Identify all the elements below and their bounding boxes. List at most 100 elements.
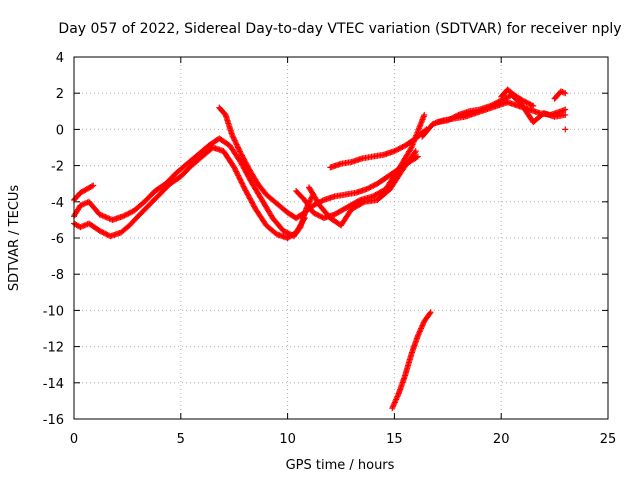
data-point <box>124 211 131 218</box>
data-point <box>562 90 569 97</box>
data-point <box>235 145 242 152</box>
data-point <box>530 102 537 109</box>
data-point <box>523 99 530 106</box>
series-track-b <box>71 144 308 241</box>
y-tick-label: -10 <box>43 304 64 319</box>
y-tick-label: -14 <box>43 377 64 392</box>
x-axis-label: GPS time / hours <box>286 458 395 473</box>
data-point <box>399 144 406 151</box>
data-point <box>280 227 287 234</box>
data-point <box>300 216 307 223</box>
data-point <box>282 229 289 236</box>
data-point <box>503 94 510 101</box>
data-point <box>318 213 325 220</box>
data-point <box>391 148 398 155</box>
data-point <box>451 113 458 120</box>
data-point <box>421 111 428 118</box>
data-point <box>231 164 238 171</box>
data-point <box>101 230 108 237</box>
data-point <box>240 183 247 190</box>
data-point <box>528 102 535 109</box>
data-point <box>494 99 501 106</box>
data-point <box>103 231 110 238</box>
data-point <box>495 98 502 105</box>
data-point <box>522 98 529 105</box>
data-point <box>527 101 534 108</box>
series-track-g <box>305 148 419 229</box>
data-point <box>448 115 455 122</box>
data-point <box>312 211 319 218</box>
data-point <box>97 228 104 235</box>
data-point <box>371 182 378 189</box>
data-point <box>315 212 322 219</box>
data-point <box>366 184 373 191</box>
chart-title: Day 057 of 2022, Sidereal Day-to-day VTE… <box>58 21 621 37</box>
data-point <box>363 186 370 193</box>
data-point <box>236 147 243 154</box>
x-tick-label: 25 <box>600 432 617 447</box>
x-tick-label: 0 <box>70 432 78 447</box>
data-point <box>491 100 498 107</box>
data-point <box>238 179 245 186</box>
data-point <box>231 137 238 144</box>
data-point <box>231 165 238 172</box>
y-axis-label: SDTVAR / TECUs <box>7 185 22 292</box>
data-point <box>395 146 402 153</box>
data-point <box>122 211 129 218</box>
data-point <box>301 215 308 222</box>
data-point <box>447 115 454 122</box>
data-point <box>310 202 317 209</box>
data-point <box>319 197 326 204</box>
y-tick-label: -12 <box>43 341 64 356</box>
data-point <box>233 168 240 175</box>
data-point <box>562 106 569 113</box>
data-point <box>367 184 374 191</box>
data-point <box>414 153 421 160</box>
x-tick-label: 10 <box>279 432 296 447</box>
data-point <box>281 228 288 235</box>
data-point <box>444 117 451 124</box>
data-point <box>232 167 239 174</box>
data-point <box>360 199 367 206</box>
y-tick-label: -6 <box>51 232 64 247</box>
data-point <box>407 145 414 152</box>
data-point <box>96 227 103 234</box>
data-point <box>236 148 243 155</box>
data-point <box>454 112 461 119</box>
data-point <box>314 211 321 218</box>
series-isolated-point <box>562 126 569 133</box>
data-point <box>237 177 244 184</box>
data-point <box>120 213 127 220</box>
series-track-a <box>71 135 317 240</box>
data-point <box>239 180 246 187</box>
data-point <box>452 113 459 120</box>
y-tick-label: -16 <box>43 413 64 428</box>
data-point <box>237 176 244 183</box>
series-track-k <box>551 88 569 102</box>
data-point <box>496 98 503 105</box>
data-point <box>121 212 128 219</box>
data-point <box>504 94 511 101</box>
data-point <box>427 309 434 316</box>
data-point <box>236 175 243 182</box>
series-track-l <box>389 309 434 412</box>
data-point <box>234 144 241 151</box>
data-point <box>99 229 106 236</box>
data-point <box>316 213 323 220</box>
tick-layer: 0 5 10 15 20 25 -16 -14 -12 -10 -8 -6 -4 -2 0 2 4 <box>43 51 617 447</box>
series-track-j <box>498 86 537 109</box>
data-point <box>100 229 107 236</box>
data-point <box>398 144 405 151</box>
data-point <box>125 210 132 217</box>
data-point <box>90 182 97 189</box>
data-layer <box>71 86 569 412</box>
data-point <box>88 183 95 190</box>
data-point <box>492 100 499 107</box>
data-point <box>235 172 242 179</box>
data-point <box>450 114 457 121</box>
data-point <box>241 184 248 191</box>
data-point <box>412 148 419 155</box>
data-point <box>411 149 418 156</box>
